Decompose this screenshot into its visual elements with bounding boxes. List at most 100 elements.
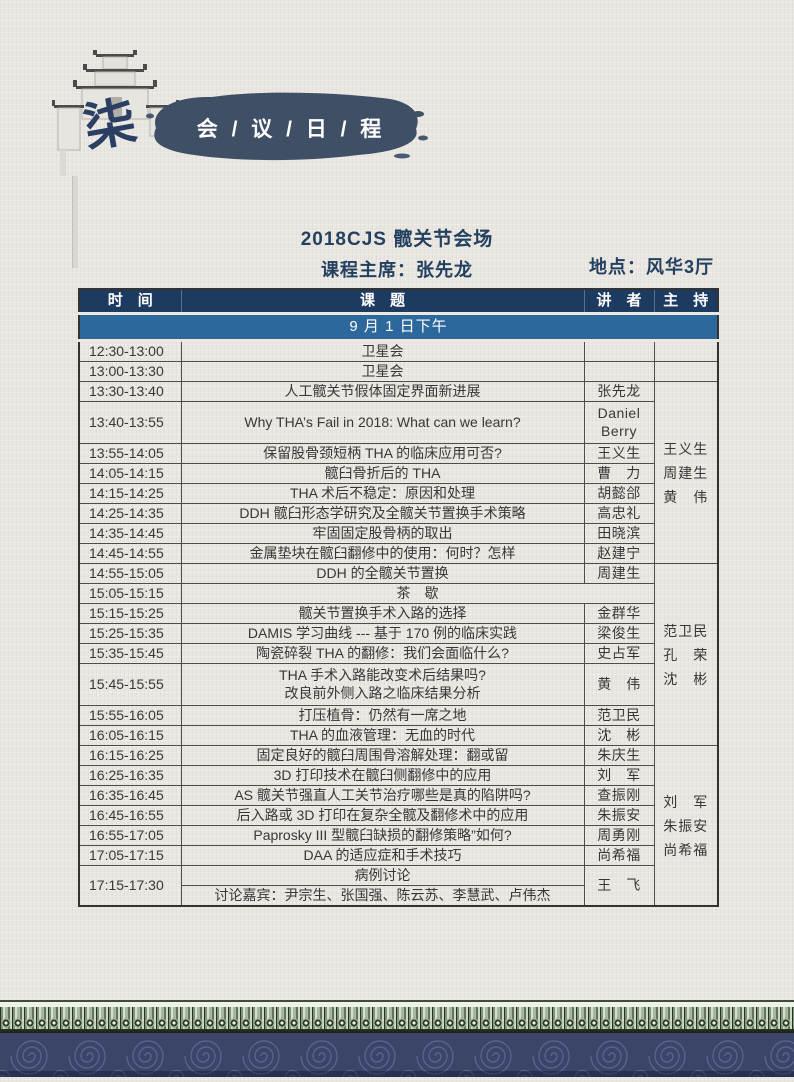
topic-cell: DAA 的适应症和手术技巧 [180,845,585,866]
time-cell: 15:35-15:45 [78,643,182,664]
speaker-cell: 沈 彬 [583,725,655,746]
time-cell: 16:05-16:15 [78,725,182,746]
table-row: 14:35-14:45 牢固固定股骨柄的取出 田晓滨 [78,523,718,544]
speaker-cell: 张先龙 [583,381,655,402]
topic-cell: 卫星会 [180,340,585,362]
table-row: 16:55-17:05 Paprosky III 型髋臼缺损的翻修策略”如何? … [78,825,718,846]
table-header-row: 时 间 课 题 讲 者 主 持 [78,288,719,315]
location-label: 地点：风华3厅 [588,257,714,277]
table-row: 17:05-17:15 DAA 的适应症和手术技巧 尚希福 [78,845,718,866]
topic-cell: 讨论嘉宾：尹宗生、张国强、陈云苏、李慧武、卢伟杰 [180,885,585,907]
table-row: 12:30-13:00 卫星会 [78,340,719,362]
speaker-cell: 金群华 [583,603,655,624]
table-row: 13:40-13:55 Why THA’s Fail in 2018: What… [78,401,718,444]
banner-title: 会 / 议 / 日 / 程 [196,117,386,141]
topic-cell: THA 的血液管理：无血的时代 [180,725,585,746]
session-header-row: 9 月 1 日下午 [78,313,719,342]
table-row: 13:00-13:30 卫星会 [78,361,719,382]
moderator-cell-group1: 王义生 周建生 黄 伟 [653,381,719,564]
time-cell: 15:25-15:35 [78,623,182,644]
table-row: 16:35-16:45 AS 髋关节强直人工关节治疗哪些是真的陷阱吗? 查振刚 [78,785,718,806]
speaker-cell: 黄 伟 [583,663,655,706]
cloud-spiral-band [0,1033,794,1077]
speaker-cell: 高忠礼 [583,503,655,524]
time-cell: 16:15-16:25 [78,745,182,766]
table-row-discussion-guests: 讨论嘉宾：尹宗生、张国强、陈云苏、李慧武、卢伟杰 [79,885,718,907]
table-row: 15:55-16:05 打压植骨：仍然有一席之地 范卫民 [78,705,718,726]
table-row: 14:25-14:35 DDH 髋臼形态学研究及全髋关节置换手术策略 高忠礼 [78,503,718,524]
topic-cell: 人工髋关节假体固定界面新进展 [180,381,585,402]
course-chair: 课程主席：张先龙 [321,260,473,280]
speaker-cell: 王义生 [583,443,655,464]
gatehouse-illustration [52,50,179,176]
col-header-time: 时 间 [78,288,182,315]
topic-cell: THA 手术入路能改变术后结果吗? 改良前外侧入路之临床结果分析 [180,663,585,706]
table-row: 13:30-13:40 人工髋关节假体固定界面新进展 张先龙 王义生 周建生 黄… [78,381,719,564]
topic-cell: 病例讨论 [180,865,585,886]
time-cell: 14:15-14:25 [78,483,182,504]
topic-cell: THA 术后不稳定：原因和处理 [180,483,585,504]
ink-brush-stroke [146,92,428,161]
topic-cell: DAMIS 学习曲线 --- 基于 170 例的临床实践 [180,623,585,644]
speaker-cell: 胡懿郃 [583,483,655,504]
schedule-table: 时 间 课 题 讲 者 主 持 9 月 1 日下午 12:30-13:00 卫星… [78,288,719,907]
section-banner: 会 / 议 / 日 / 程 [140,86,430,172]
time-cell: 15:05-15:15 [78,583,182,604]
time-cell: 16:35-16:45 [78,785,182,806]
time-cell: 14:05-14:15 [78,463,182,484]
time-cell: 15:55-16:05 [78,705,182,726]
cloud-spiral-pattern [0,1033,794,1077]
time-cell: 14:25-14:35 [78,503,182,524]
topic-cell: DDH 的全髋关节置换 [180,563,585,584]
topic-cell: 卫星会 [180,361,585,382]
table-row: 16:15-16:25 固定良好的髋臼周围骨溶解处理：翻或留 朱庆生 刘 军 朱… [78,745,719,907]
time-cell: 14:35-14:45 [78,523,182,544]
time-cell: 17:05-17:15 [78,845,182,866]
col-header-moderator: 主 持 [653,288,719,315]
moderator-cell [653,361,719,382]
speaker-cell [583,361,655,382]
time-cell: 16:45-16:55 [78,805,182,826]
col-header-topic: 课 题 [180,288,585,315]
table-row-case-discussion: 17:15-17:30 病例讨论 王 飞 [78,865,718,907]
table-row: 14:05-14:15 髋臼骨折后的 THA 曹 力 [78,463,718,484]
time-cell: 16:25-16:35 [78,765,182,786]
topic-cell: Paprosky III 型髋臼缺损的翻修策略”如何? [180,825,585,846]
table-row: 15:25-15:35 DAMIS 学习曲线 --- 基于 170 例的临床实践… [78,623,718,644]
table-row: 15:35-15:45 陶瓷碎裂 THA 的翻修：我们会面临什么? 史占军 [78,643,718,664]
wall-line-decoration [72,176,78,268]
time-cell: 13:55-14:05 [78,443,182,464]
table-row: 14:15-14:25 THA 术后不稳定：原因和处理 胡懿郃 [78,483,718,504]
table-row: 14:55-15:05 DDH 的全髋关节置换 周建生 范卫民 孔 荣 沈 彬 [78,563,719,746]
moderator-cell-group2: 范卫民 孔 荣 沈 彬 [653,563,719,746]
topic-cell: 髋关节置换手术入路的选择 [180,603,585,624]
topic-cell: 保留股骨颈短柄 THA 的临床应用可否? [180,443,585,464]
time-cell: 16:55-17:05 [78,825,182,846]
speaker-cell: 朱庆生 [583,745,655,766]
topic-cell: AS 髋关节强直人工关节治疗哪些是真的陷阱吗? [180,785,585,806]
speaker-cell: 朱振安 [583,805,655,826]
speaker-cell: 刘 军 [583,765,655,786]
speaker-cell: 尚希福 [583,845,655,866]
speaker-cell: 史占军 [583,643,655,664]
roof-shadow [0,1029,794,1035]
moderator-cell [653,340,719,362]
speaker-cell: 赵建宁 [583,543,655,564]
time-cell: 14:55-15:05 [78,563,182,584]
table-row: 13:55-14:05 保留股骨颈短柄 THA 的临床应用可否? 王义生 [78,443,718,464]
topic-cell: DDH 髋臼形态学研究及全髋关节置换手术策略 [180,503,585,524]
speaker-cell: 田晓滨 [583,523,655,544]
speaker-cell: 曹 力 [583,463,655,484]
venue-title: 2018CJS 髋关节会场 [300,229,494,250]
time-cell: 13:00-13:30 [78,361,182,382]
topic-cell: 打压植骨：仍然有一席之地 [180,705,585,726]
roof-tiles [0,1007,794,1029]
speaker-cell: 周勇刚 [583,825,655,846]
time-cell: 13:40-13:55 [78,401,182,444]
speaker-cell: Daniel Berry [583,401,655,444]
time-cell: 15:45-15:55 [78,663,182,706]
topic-cell: 髋臼骨折后的 THA [180,463,585,484]
time-cell: 12:30-13:00 [78,340,182,362]
table-row-tea-break: 15:05-15:15 茶 歇 [78,583,718,604]
speaker-cell: 周建生 [583,563,655,584]
